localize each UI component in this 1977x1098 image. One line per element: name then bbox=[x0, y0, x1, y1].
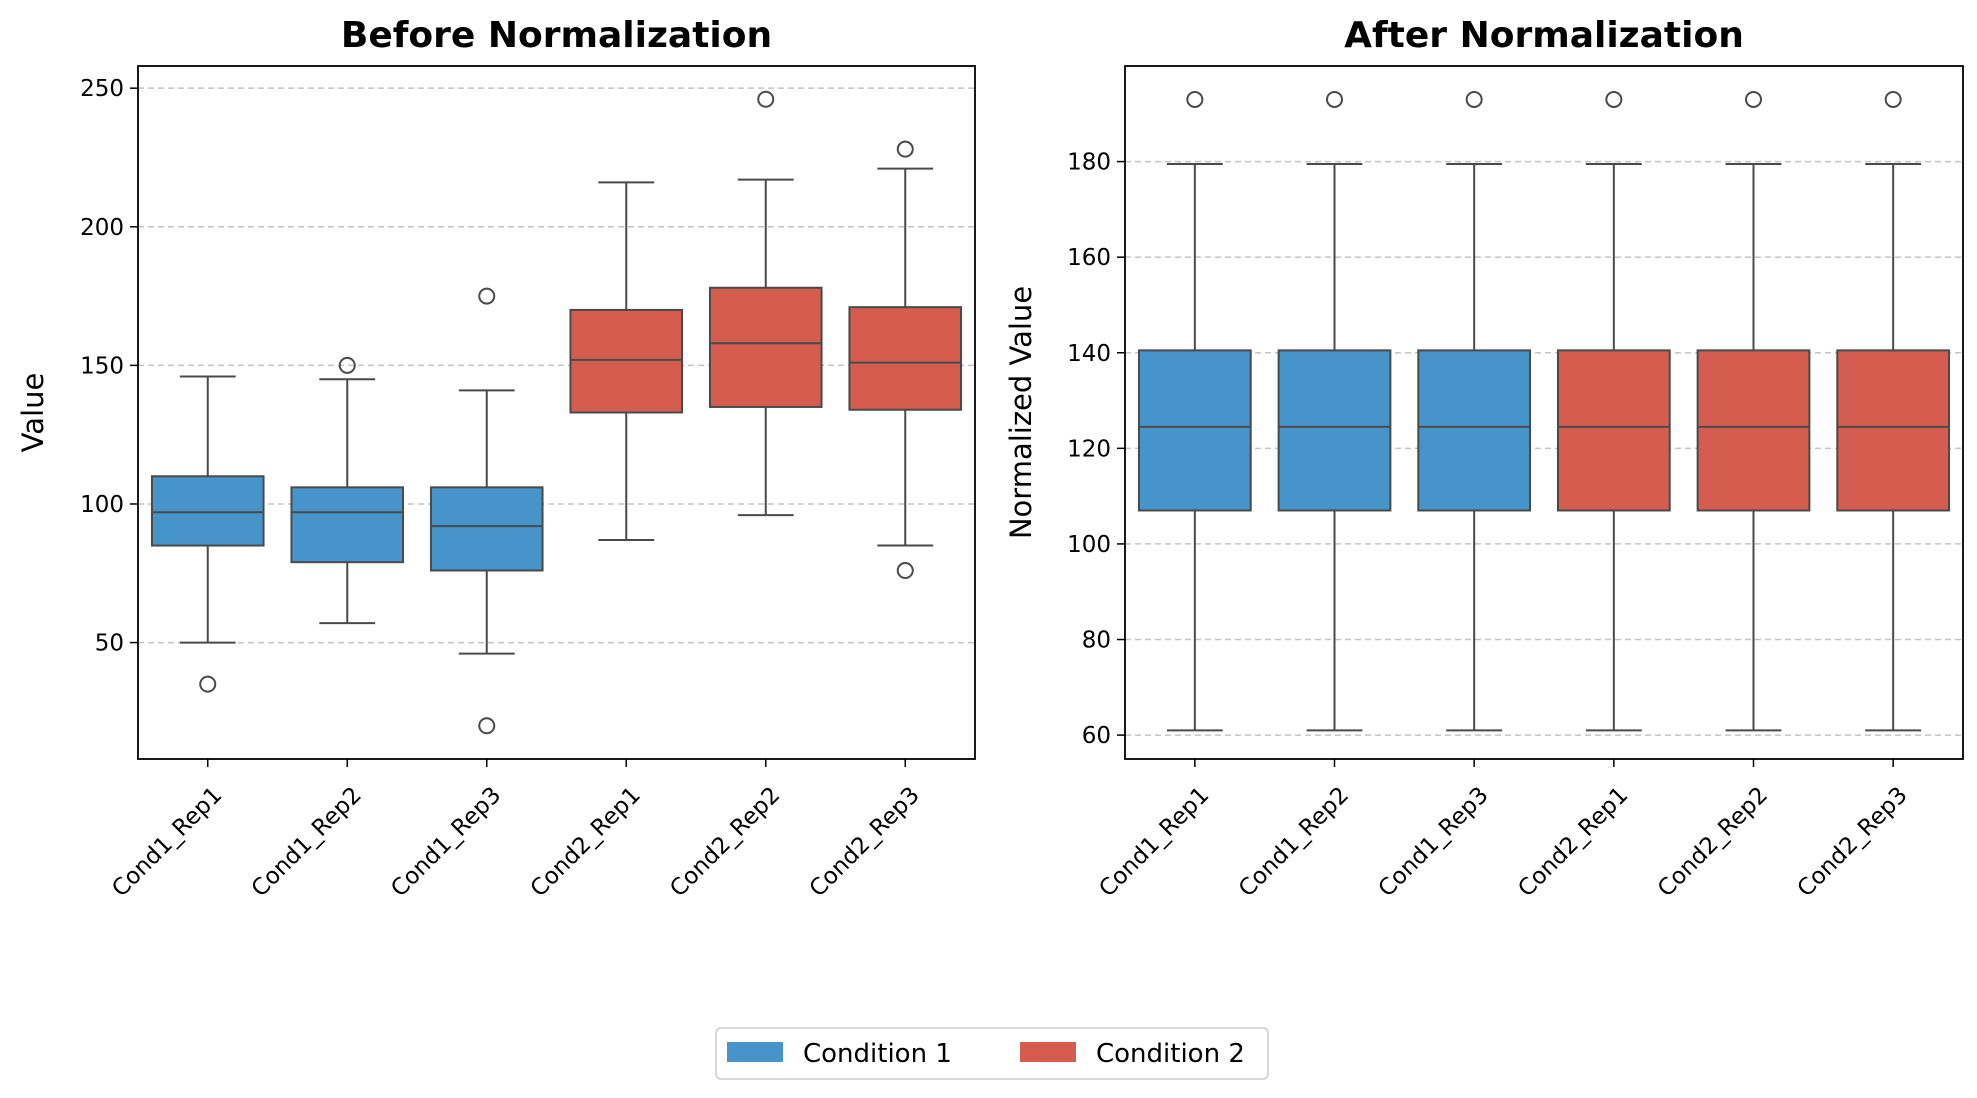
legend-swatch-2 bbox=[1020, 1042, 1076, 1062]
box-cond1-rep3 bbox=[429, 287, 544, 735]
y-tick-label: 120 bbox=[1067, 436, 1111, 462]
x-tick-label: Cond2_Rep3 bbox=[1793, 782, 1913, 902]
legend-label-1: Condition 1 bbox=[803, 1039, 952, 1069]
y-tick-label: 50 bbox=[95, 631, 124, 657]
box-iqr bbox=[1696, 349, 1811, 512]
x-tick-label: Cond1_Rep2 bbox=[247, 782, 367, 902]
y-tick-label: 80 bbox=[1082, 628, 1111, 654]
box-iqr bbox=[708, 286, 823, 408]
outlier-point bbox=[199, 675, 217, 693]
box-cond2-rep1 bbox=[1556, 90, 1671, 732]
box-cond1-rep3 bbox=[1417, 90, 1532, 732]
box-cond2-rep1 bbox=[569, 181, 684, 542]
box-iqr bbox=[848, 306, 963, 411]
box-iqr bbox=[429, 486, 544, 572]
box-iqr bbox=[1556, 349, 1671, 512]
legend-frame bbox=[715, 1027, 1269, 1080]
box-cond2-rep3 bbox=[1836, 90, 1951, 732]
box-cond1-rep2 bbox=[290, 356, 405, 625]
x-tick-label: Cond2_Rep1 bbox=[526, 782, 646, 902]
outlier-point bbox=[478, 717, 496, 735]
x-tick-label: Cond1_Rep3 bbox=[1374, 782, 1494, 902]
box-cond1-rep2 bbox=[1277, 90, 1392, 732]
box-iqr bbox=[290, 486, 405, 564]
box-iqr bbox=[569, 308, 684, 414]
y-tick-label: 140 bbox=[1067, 341, 1111, 367]
y-axis-label: Normalized Value bbox=[1004, 286, 1038, 539]
box-iqr bbox=[1836, 349, 1951, 512]
y-tick-label: 100 bbox=[80, 492, 124, 518]
outlier-point bbox=[896, 140, 914, 158]
y-tick-label: 160 bbox=[1067, 245, 1111, 271]
y-tick-label: 100 bbox=[1067, 532, 1111, 558]
plot-frame bbox=[137, 65, 976, 760]
x-tick-label: Cond1_Rep1 bbox=[1094, 782, 1214, 902]
x-tick-label: Cond1_Rep3 bbox=[386, 782, 506, 902]
x-tick-label: Cond1_Rep2 bbox=[1234, 782, 1354, 902]
y-tick-label: 150 bbox=[80, 353, 124, 379]
panel-title: After Normalization bbox=[1344, 15, 1744, 56]
box-cond2-rep2 bbox=[1696, 90, 1811, 732]
panel-1: 50 100 150 200 250 Cond1_Rep1 Cond1_Rep2 Cond1_… bbox=[16, 15, 976, 902]
outlier-point bbox=[896, 562, 914, 580]
box-iqr bbox=[1137, 349, 1252, 512]
box-iqr bbox=[1277, 349, 1392, 512]
box-iqr bbox=[1417, 349, 1532, 512]
y-tick-label: 250 bbox=[80, 76, 124, 102]
plot-frame bbox=[1124, 65, 1964, 760]
box-cond2-rep2 bbox=[708, 90, 823, 517]
x-tick-label: Cond2_Rep2 bbox=[1653, 782, 1773, 902]
outlier-point bbox=[1884, 90, 1902, 108]
outlier-point bbox=[1186, 90, 1204, 108]
outlier-point bbox=[338, 356, 356, 374]
outlier-point bbox=[1745, 90, 1762, 108]
y-tick-label: 60 bbox=[1082, 723, 1111, 749]
x-tick-label: Cond2_Rep1 bbox=[1513, 782, 1633, 902]
legend-swatch-1 bbox=[727, 1042, 783, 1062]
outlier-point bbox=[1605, 90, 1623, 108]
outlier-point bbox=[478, 287, 496, 305]
box-cond2-rep3 bbox=[848, 140, 963, 580]
y-tick-label: 200 bbox=[80, 215, 124, 241]
box-cond1-rep1 bbox=[1137, 90, 1252, 732]
y-tick-label: 180 bbox=[1067, 150, 1111, 176]
y-axis-label: Value bbox=[16, 373, 50, 453]
box-cond1-rep1 bbox=[150, 375, 265, 693]
outlier-point bbox=[757, 90, 775, 108]
x-tick-label: Cond2_Rep3 bbox=[805, 782, 925, 902]
x-tick-label: Cond2_Rep2 bbox=[665, 782, 785, 902]
legend: Condition 1 Condition 2 bbox=[715, 1027, 1269, 1080]
panel-title: Before Normalization bbox=[341, 15, 772, 56]
x-tick-label: Cond1_Rep1 bbox=[107, 782, 227, 902]
box-iqr bbox=[150, 475, 265, 547]
outlier-point bbox=[1326, 90, 1343, 108]
outlier-point bbox=[1465, 90, 1483, 108]
legend-label-2: Condition 2 bbox=[1096, 1039, 1245, 1069]
